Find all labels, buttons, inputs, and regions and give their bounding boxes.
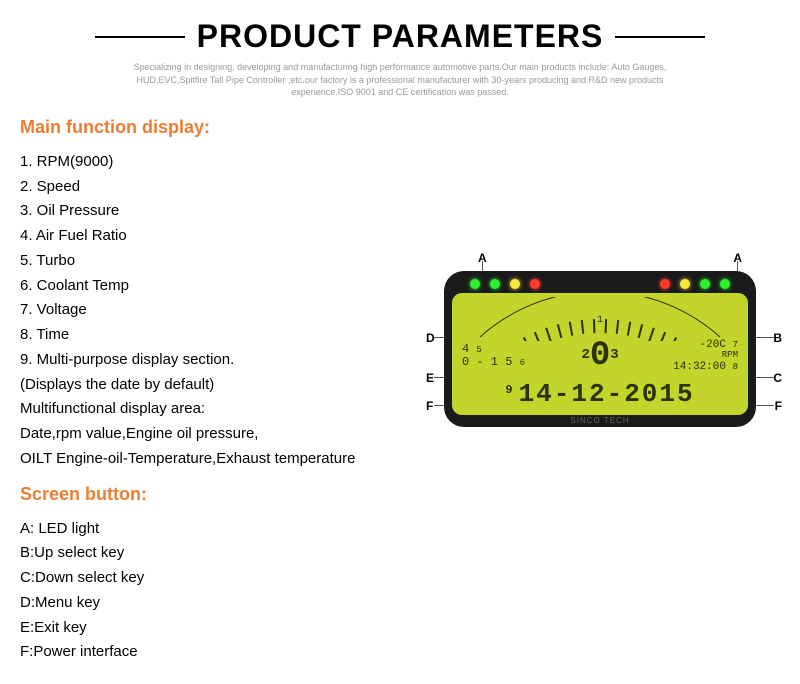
screen-button-item: B:Up select key: [20, 541, 420, 566]
main-function-item: 3. Oil Pressure: [20, 199, 420, 224]
lcd-date-row: 9 14-12-2015: [452, 379, 748, 409]
lcd-center-block: 203: [579, 337, 618, 375]
main-function-item: 2. Speed: [20, 175, 420, 200]
main-function-list: 1. RPM(9000)2. Speed3. Oil Pressure4. Ai…: [20, 150, 420, 472]
page-subtitle: Specializing in designing, developing an…: [0, 61, 800, 99]
lcd-marker-7: 7: [733, 340, 738, 350]
label-f-right: F: [775, 399, 782, 413]
arc-marker-1: 1: [597, 315, 603, 326]
screen-button-item: F:Power interface: [20, 640, 420, 665]
lcd-left-block: 4 5 0 - 1 5 6: [462, 343, 525, 369]
lcd-speed-value: 0: [590, 337, 608, 375]
lcd-val-turbo: 0 - 1 5: [462, 355, 512, 369]
led-group-right: [660, 279, 730, 289]
screen-button-item: C:Down select key: [20, 566, 420, 591]
page-title: PRODUCT PARAMETERS: [197, 18, 604, 55]
label-e: E: [426, 371, 434, 385]
lcd-time: 14:32:00: [673, 361, 726, 373]
main-function-item: 7. Voltage: [20, 298, 420, 323]
screen-button-list: A: LED lightB:Up select keyC:Down select…: [20, 517, 420, 666]
led-indicator: [470, 279, 480, 289]
lcd-marker-2: 2: [581, 347, 587, 363]
left-column: Main function display: 1. RPM(9000)2. Sp…: [20, 117, 420, 665]
label-b: B: [773, 331, 782, 345]
content: Main function display: 1. RPM(9000)2. Sp…: [0, 99, 800, 665]
main-function-item: 5. Turbo: [20, 249, 420, 274]
main-function-item: 9. Multi-purpose display section.: [20, 348, 420, 373]
main-function-heading: Main function display:: [20, 117, 420, 138]
leader-c: [754, 377, 774, 378]
led-indicator: [700, 279, 710, 289]
lcd-marker-3: 3: [610, 347, 616, 363]
label-c: C: [773, 371, 782, 385]
lcd-marker-6: 6: [520, 358, 525, 368]
gauge-body: 1 4 5 0 - 1 5 6 203 -20C 7 RPM: [444, 271, 756, 427]
title-row: PRODUCT PARAMETERS: [0, 18, 800, 55]
title-rule-right: [615, 36, 705, 38]
led-indicator: [660, 279, 670, 289]
label-f-left: F: [426, 399, 433, 413]
lcd-rpm-label: RPM: [673, 351, 738, 361]
rpm-arc: 1: [460, 297, 740, 341]
main-function-item: (Displays the date by default): [20, 373, 420, 398]
leader-f-right: [754, 405, 774, 406]
led-row: [452, 279, 748, 293]
gauge-brand: SINCO TECH: [444, 416, 756, 425]
led-indicator: [530, 279, 540, 289]
label-d: D: [426, 331, 435, 345]
screen-button-item: A: LED light: [20, 517, 420, 542]
leader-b: [754, 337, 774, 338]
main-function-item: 4. Air Fuel Ratio: [20, 224, 420, 249]
lcd-right-block: -20C 7 RPM 14:32:00 8: [673, 339, 738, 373]
lcd-screen: 1 4 5 0 - 1 5 6 203 -20C 7 RPM: [452, 293, 748, 415]
led-indicator: [510, 279, 520, 289]
right-column: A A D E F B C F: [420, 117, 780, 665]
lcd-marker-9: 9: [505, 383, 514, 397]
lcd-marker-8: 8: [733, 362, 738, 372]
title-rule-left: [95, 36, 185, 38]
lcd-coolant: -20C: [700, 339, 726, 351]
led-indicator: [720, 279, 730, 289]
lcd-date: 14-12-2015: [519, 379, 695, 409]
gauge-diagram: A A D E F B C F: [420, 247, 780, 467]
main-function-item: Multifunctional display area:: [20, 397, 420, 422]
led-indicator: [490, 279, 500, 289]
main-function-item: 8. Time: [20, 323, 420, 348]
main-function-item: 6. Coolant Temp: [20, 274, 420, 299]
led-indicator: [680, 279, 690, 289]
screen-button-item: E:Exit key: [20, 616, 420, 641]
header: PRODUCT PARAMETERS Specializing in desig…: [0, 0, 800, 99]
main-function-item: OILT Engine-oil-Temperature,Exhaust temp…: [20, 447, 420, 472]
lcd-val-4: 4: [462, 342, 469, 356]
main-function-item: Date,rpm value,Engine oil pressure,: [20, 422, 420, 447]
screen-button-heading: Screen button:: [20, 484, 420, 505]
lcd-mid-row: 4 5 0 - 1 5 6 203 -20C 7 RPM 14:32:00 8: [452, 337, 748, 375]
main-function-item: 1. RPM(9000): [20, 150, 420, 175]
led-group-left: [470, 279, 540, 289]
lcd-marker-5: 5: [476, 345, 481, 355]
screen-button-item: D:Menu key: [20, 591, 420, 616]
